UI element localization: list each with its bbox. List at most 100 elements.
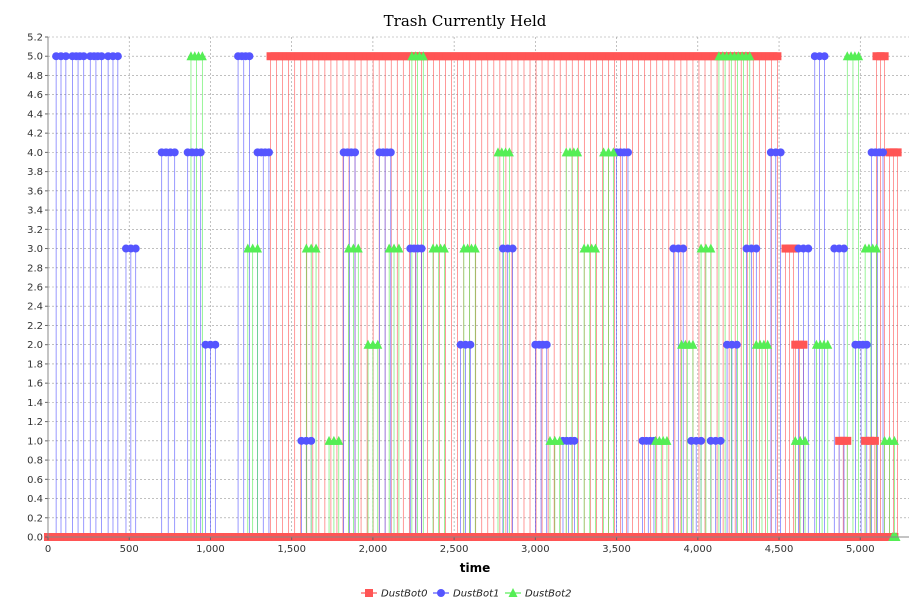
data-point-dustbot2 — [608, 147, 618, 157]
data-point-dustbot2 — [706, 243, 716, 253]
axes: 0.0 0.2 0.4 0.6 0.8 1.0 1.2 1.4 1.6 1.8 2.0 2.2 2.4 2… — [27, 33, 909, 555]
drop-lines — [55, 56, 898, 537]
y-tick-label: 2.4 — [27, 302, 43, 313]
data-point-dustbot0 — [843, 436, 852, 445]
legend-label-dustbot2: DustBot2 — [525, 589, 571, 600]
data-point-dustbot2 — [763, 339, 773, 349]
data-point-dustbot1 — [508, 244, 517, 253]
y-tick-label: 4.8 — [27, 71, 43, 82]
data-point-dustbot2 — [353, 243, 363, 253]
data-point-dustbot1 — [752, 244, 761, 253]
data-point-dustbot0 — [789, 244, 798, 253]
data-point-dustbot2 — [823, 339, 833, 349]
y-tick-label: 3.8 — [27, 167, 43, 178]
data-point-dustbot1 — [716, 436, 725, 445]
data-point-dustbot1 — [61, 52, 70, 61]
data-point-dustbot2 — [334, 435, 344, 445]
y-tick-label: 2.0 — [27, 340, 43, 351]
data-point-dustbot0 — [893, 148, 902, 157]
y-tick-label: 3.2 — [27, 225, 43, 236]
x-tick-label: 1,500 — [277, 544, 306, 555]
data-point-dustbot1 — [307, 436, 316, 445]
x-tick-label: 4,500 — [765, 544, 794, 555]
data-point-dustbot2 — [800, 435, 810, 445]
x-axis-label: time — [460, 561, 491, 575]
y-tick-label: 4.0 — [27, 148, 43, 159]
y-tick-label: 3.0 — [27, 244, 43, 255]
y-tick-label: 0.0 — [27, 533, 43, 544]
legend-label-dustbot1: DustBot1 — [453, 589, 499, 600]
data-point-dustbot2 — [439, 243, 449, 253]
data-point-dustbot0 — [889, 148, 898, 157]
data-point-dustbot1 — [840, 244, 849, 253]
data-point-dustbot0 — [872, 52, 881, 61]
data-point-dustbot0 — [880, 52, 889, 61]
y-tick-label: 2.8 — [27, 263, 43, 274]
y-tick-label: 0.2 — [27, 513, 43, 524]
legend-marker-dustbot1 — [437, 589, 445, 597]
data-point-dustbot2 — [253, 243, 263, 253]
data-point-dustbot2 — [418, 51, 428, 61]
y-tick-label: 3.4 — [27, 206, 43, 217]
data-point-dustbot1 — [386, 148, 395, 157]
legend-label-dustbot0: DustBot0 — [381, 589, 427, 600]
legend-marker-dustbot2 — [508, 588, 518, 597]
x-tick-label: 2,000 — [359, 544, 388, 555]
y-tick-label: 2.6 — [27, 283, 43, 294]
y-tick-label: 5.0 — [27, 52, 43, 63]
series-dustbot2 — [186, 51, 901, 541]
data-point-dustbot2 — [573, 147, 583, 157]
data-point-dustbot2 — [394, 243, 404, 253]
data-point-dustbot1 — [466, 340, 475, 349]
data-point-dustbot2 — [470, 243, 480, 253]
data-point-dustbot1 — [732, 340, 741, 349]
legend-marker-dustbot0 — [365, 589, 373, 597]
data-point-dustbot1 — [196, 148, 205, 157]
data-point-dustbot0 — [870, 436, 879, 445]
series-dustbot1 — [52, 52, 888, 445]
x-tick-label: 0 — [45, 544, 51, 555]
data-point-dustbot1 — [170, 148, 179, 157]
x-tick-label: 4,000 — [683, 544, 712, 555]
data-point-dustbot2 — [590, 243, 600, 253]
y-tick-label: 5.2 — [27, 33, 43, 44]
y-tick-label: 1.2 — [27, 417, 43, 428]
data-point-dustbot0 — [791, 340, 800, 349]
data-point-dustbot0 — [885, 148, 894, 157]
x-tick-label: 3,000 — [521, 544, 550, 555]
data-point-dustbot0 — [785, 244, 794, 253]
data-point-dustbot1 — [131, 244, 140, 253]
y-tick-label: 3.6 — [27, 186, 43, 197]
x-tick-label: 500 — [120, 544, 139, 555]
data-point-dustbot2 — [854, 51, 864, 61]
y-tick-label: 1.0 — [27, 436, 43, 447]
data-point-dustbot0 — [839, 436, 848, 445]
data-point-dustbot0 — [773, 52, 782, 61]
data-point-dustbot2 — [197, 51, 207, 61]
y-tick-label: 1.6 — [27, 379, 43, 390]
data-point-dustbot1 — [417, 244, 426, 253]
data-point-dustbot2 — [889, 435, 899, 445]
data-point-dustbot1 — [570, 436, 579, 445]
y-tick-label: 1.4 — [27, 398, 43, 409]
data-point-dustbot0 — [866, 436, 875, 445]
data-point-dustbot1 — [697, 436, 706, 445]
data-point-dustbot1 — [804, 244, 813, 253]
data-point-dustbot1 — [679, 244, 688, 253]
data-point-dustbot2 — [555, 435, 565, 445]
data-point-dustbot1 — [351, 148, 360, 157]
y-tick-label: 4.2 — [27, 129, 43, 140]
data-point-dustbot0 — [835, 436, 844, 445]
data-point-dustbot2 — [688, 339, 698, 349]
y-tick-label: 0.4 — [27, 494, 43, 505]
data-point-dustbot1 — [862, 340, 871, 349]
data-point-dustbot0 — [781, 244, 790, 253]
data-point-dustbot2 — [745, 51, 755, 61]
y-tick-label: 0.6 — [27, 475, 43, 486]
data-point-dustbot1 — [113, 52, 122, 61]
x-tick-label: 3,500 — [602, 544, 631, 555]
data-point-dustbot1 — [211, 340, 220, 349]
data-point-dustbot1 — [820, 52, 829, 61]
data-point-dustbot0 — [795, 340, 804, 349]
